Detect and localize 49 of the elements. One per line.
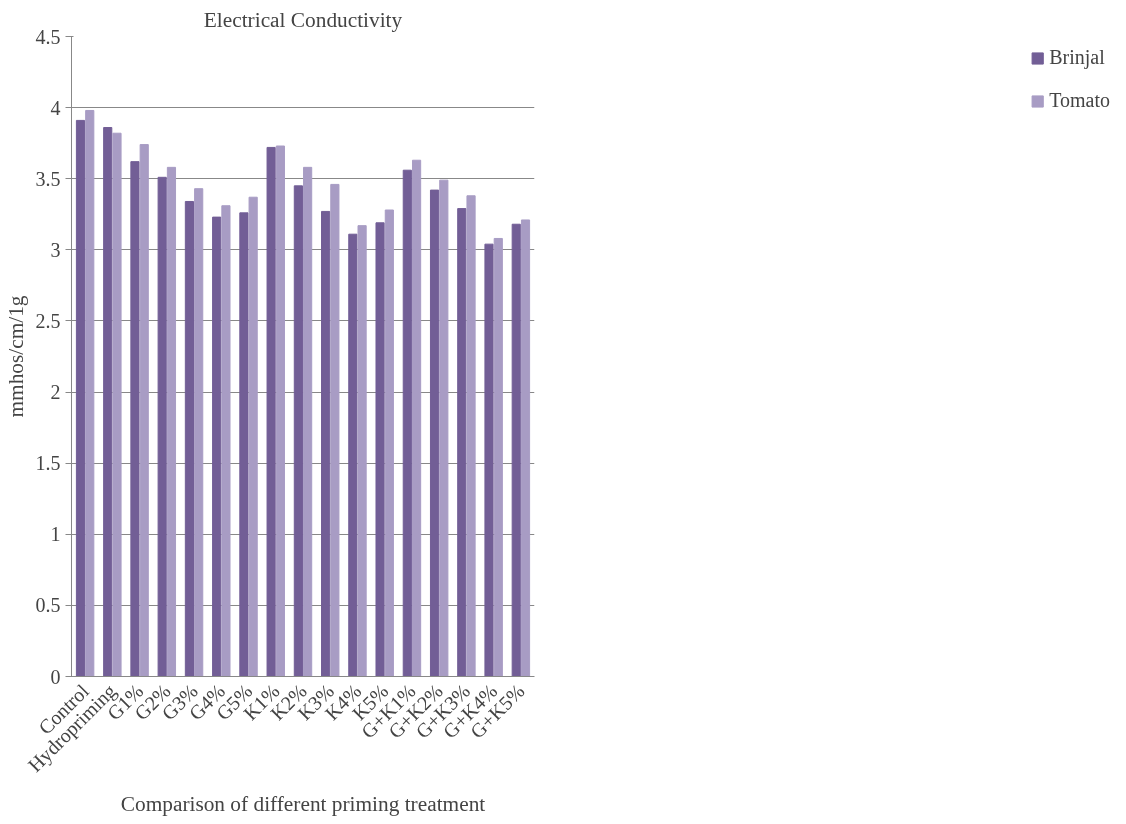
bar [375,222,385,677]
bar [303,166,313,677]
legend-label: Brinjal [1049,46,1105,69]
bar [194,188,204,677]
y-tick-label: 1.5 [35,452,61,475]
bar [139,144,149,677]
chart-title: Electrical Conductivity [203,7,403,32]
y-tick-label: 4.5 [35,25,61,48]
bar [321,210,331,677]
y-tick-label: 0.5 [35,594,61,617]
bar [439,179,449,677]
bar [357,225,367,677]
bar [248,196,258,677]
bar [221,205,231,677]
bar [166,166,177,677]
bar [275,145,285,677]
bar [520,219,531,677]
bar [75,119,86,677]
y-tick-label: 2 [50,381,61,404]
bar [402,169,412,677]
bar [157,176,167,677]
y-tick-label: 3.5 [35,167,61,190]
y-tick-label: 2.5 [35,309,61,332]
bar [484,243,494,677]
bar [493,237,503,677]
bar [266,146,276,677]
bar [411,159,422,677]
y-tick-label: 3 [50,238,61,261]
bar [184,200,195,677]
legend-label: Tomato [1049,89,1110,112]
bar [330,183,340,677]
y-tick-label: 1 [50,523,61,546]
bar [293,185,303,677]
bar [511,223,521,677]
bar [429,189,440,677]
bar [348,233,358,677]
bar [384,209,394,677]
y-axis-title: mmhos/cm/1g [3,295,28,418]
bar [239,212,249,677]
bar [457,208,467,677]
bar [103,127,113,677]
bar [112,132,122,677]
y-tick-label: 4 [50,96,61,119]
bar [130,161,140,677]
bar [85,109,95,677]
bar [466,195,476,677]
x-axis-title: Comparison of different priming treatment [120,791,486,816]
bar [212,216,222,677]
y-tick-label: 0 [50,665,61,688]
